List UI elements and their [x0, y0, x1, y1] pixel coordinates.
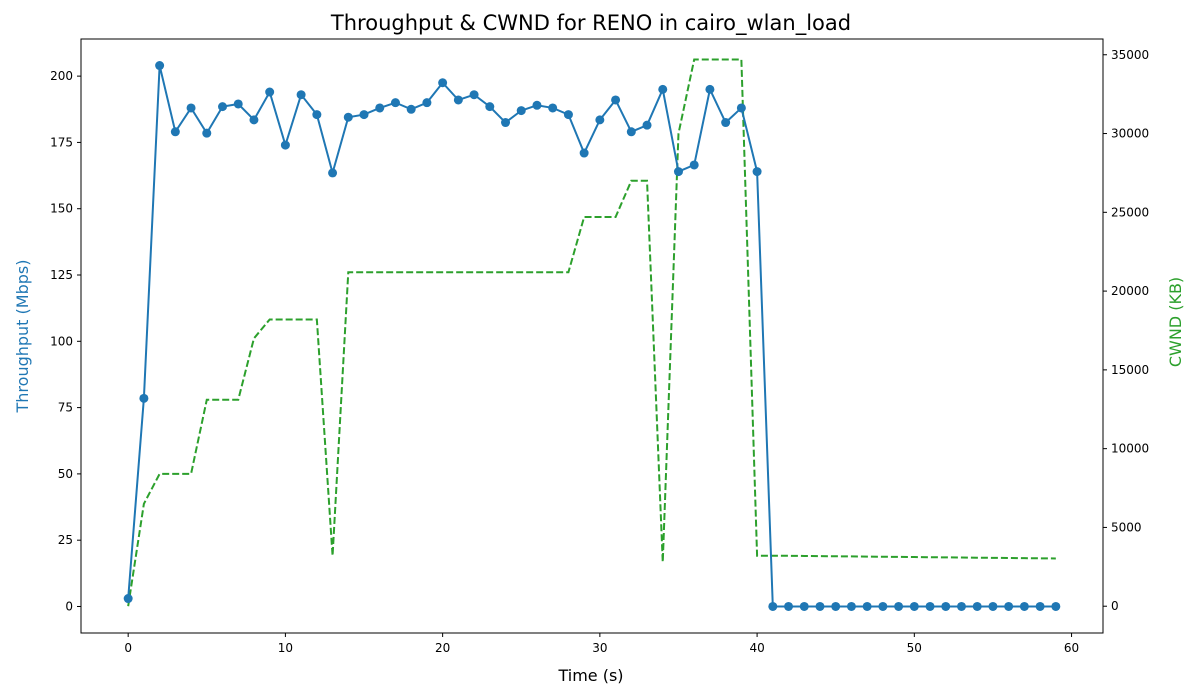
- throughput-point: [438, 78, 448, 88]
- x-tick-label: 50: [907, 641, 922, 655]
- x-tick-label: 0: [124, 641, 132, 655]
- cwnd-series-line: [127, 58, 1056, 607]
- y-tick-label: 175: [50, 135, 73, 149]
- throughput-point: [563, 110, 573, 120]
- throughput-point: [862, 601, 872, 611]
- x-axis-title: Time (s): [557, 666, 623, 685]
- throughput-point: [328, 168, 338, 178]
- throughput-point: [689, 160, 699, 170]
- throughput-point: [846, 601, 856, 611]
- y2-tick-label: 15000: [1111, 363, 1149, 377]
- throughput-point: [673, 167, 683, 177]
- throughput-point: [956, 601, 966, 611]
- throughput-point: [1019, 601, 1029, 611]
- throughput-point: [422, 98, 432, 108]
- plot-frame: [80, 38, 1104, 634]
- y2-tick-label: 10000: [1111, 442, 1149, 456]
- throughput-point: [359, 110, 369, 120]
- throughput-point: [265, 87, 275, 97]
- x-tick-label: 30: [592, 641, 607, 655]
- throughput-point: [1004, 601, 1014, 611]
- throughput-point: [988, 601, 998, 611]
- throughput-point: [501, 118, 511, 128]
- throughput-point: [642, 120, 652, 130]
- y-tick-label: 200: [50, 69, 73, 83]
- y-tick-label: 125: [50, 268, 73, 282]
- throughput-point: [123, 594, 133, 604]
- throughput-point: [312, 110, 322, 120]
- throughput-point: [280, 140, 290, 150]
- y-tick-label: 25: [58, 533, 73, 547]
- throughput-point: [548, 103, 558, 113]
- throughput-point: [406, 104, 416, 114]
- throughput-point: [941, 601, 951, 611]
- throughput-point: [799, 601, 809, 611]
- throughput-point: [579, 148, 589, 158]
- y2-tick-label: 0: [1111, 599, 1119, 613]
- throughput-point: [831, 601, 841, 611]
- throughput-point: [626, 127, 636, 137]
- y-axis-title: Throughput (Mbps): [13, 260, 32, 414]
- y2-tick-label: 35000: [1111, 48, 1149, 62]
- throughput-point: [1051, 601, 1061, 611]
- y-tick-label: 0: [65, 599, 73, 613]
- throughput-point: [469, 90, 479, 100]
- throughput-point: [595, 115, 605, 125]
- throughput-point: [139, 393, 149, 403]
- y2-tick-label: 5000: [1111, 520, 1142, 534]
- y-tick-label: 100: [50, 334, 73, 348]
- throughput-point: [894, 601, 904, 611]
- throughput-point: [736, 103, 746, 113]
- throughput-point: [925, 601, 935, 611]
- throughput-point: [878, 601, 888, 611]
- throughput-point: [532, 100, 542, 110]
- chart-title: Throughput & CWND for RENO in cairo_wlan…: [330, 11, 851, 36]
- throughput-point: [218, 102, 228, 112]
- throughput-point: [249, 115, 259, 125]
- ticks-layer: 0 10 20 30 40 50 60 0 25 50 75 100 125 150 175 200 0 5000…: [50, 48, 1149, 655]
- throughput-point: [390, 98, 400, 108]
- series-layer: [123, 58, 1061, 611]
- throughput-point: [721, 118, 731, 128]
- x-tick-label: 10: [278, 641, 293, 655]
- throughput-point: [972, 601, 982, 611]
- throughput-point: [186, 103, 196, 113]
- x-tick-label: 20: [435, 641, 450, 655]
- y-tick-label: 50: [58, 467, 73, 481]
- throughput-point: [909, 601, 919, 611]
- y2-axis-title: CWND (KB): [1166, 277, 1185, 367]
- throughput-point: [296, 90, 306, 100]
- throughput-point: [658, 84, 668, 94]
- throughput-point: [768, 601, 778, 611]
- throughput-point: [705, 84, 715, 94]
- throughput-point: [516, 106, 526, 116]
- throughput-point: [453, 95, 463, 105]
- throughput-point: [784, 601, 794, 611]
- throughput-point: [375, 103, 385, 113]
- y-tick-label: 75: [58, 401, 73, 415]
- throughput-point: [202, 128, 212, 138]
- throughput-point: [343, 112, 353, 122]
- throughput-point: [611, 95, 621, 105]
- throughput-point: [1035, 601, 1045, 611]
- x-tick-label: 60: [1064, 641, 1079, 655]
- x-tick-label: 40: [749, 641, 764, 655]
- plot-background: [81, 39, 1103, 633]
- throughput-point: [815, 601, 825, 611]
- y-tick-label: 150: [50, 202, 73, 216]
- throughput-point: [170, 127, 180, 137]
- y2-tick-label: 25000: [1111, 205, 1149, 219]
- y2-tick-label: 20000: [1111, 284, 1149, 298]
- throughput-point: [233, 99, 243, 109]
- throughput-point: [485, 102, 495, 112]
- throughput-point: [155, 61, 165, 71]
- y2-tick-label: 30000: [1111, 127, 1149, 141]
- throughput-point: [752, 167, 762, 177]
